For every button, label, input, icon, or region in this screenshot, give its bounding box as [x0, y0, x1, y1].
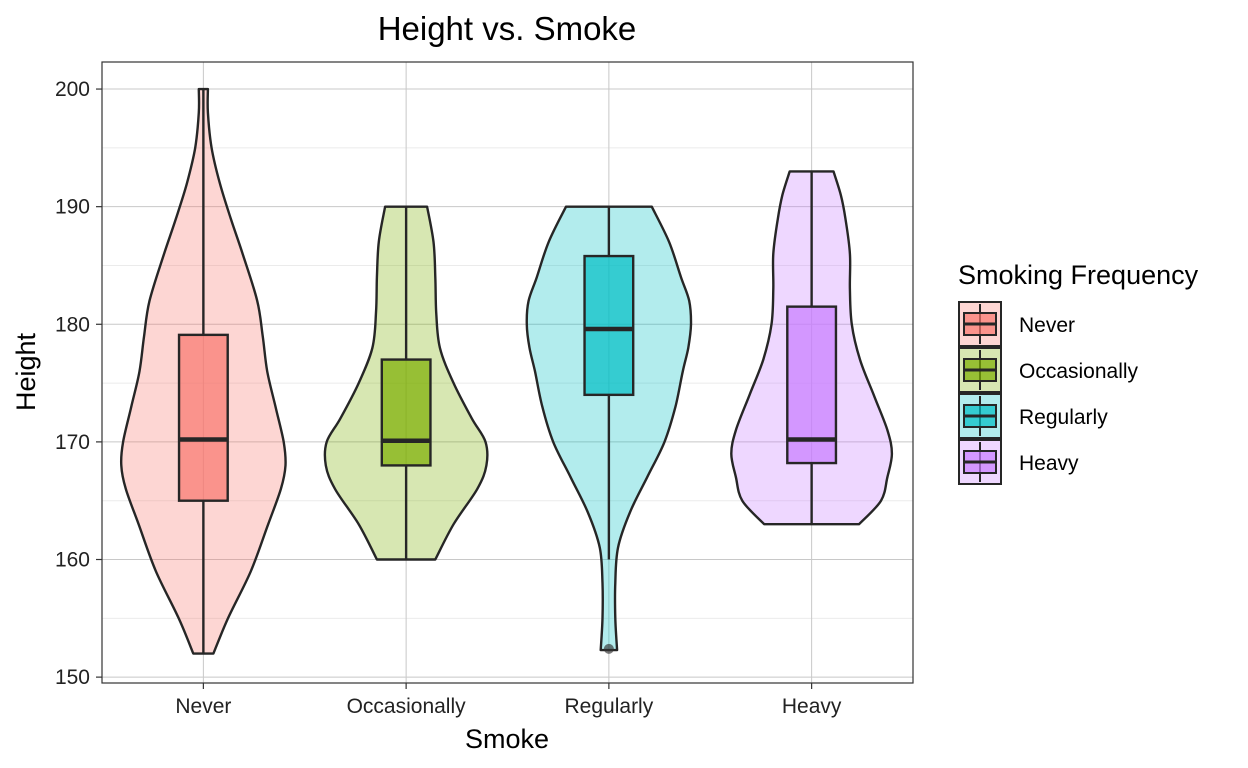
chart-title: Height vs. Smoke	[378, 10, 637, 47]
y-tick-label-200: 200	[55, 78, 90, 101]
legend-label-heavy: Heavy	[1019, 452, 1079, 475]
y-tick-label-150: 150	[55, 666, 90, 689]
plot-panel	[102, 62, 913, 683]
x-tick-label-occasionally: Occasionally	[347, 695, 467, 718]
x-axis: Never Occasionally Regularly Heavy	[175, 683, 842, 718]
y-tick-label-180: 180	[55, 313, 90, 336]
box-occasionally[interactable]	[380, 358, 432, 467]
y-axis: 150 160 170 180 190 200	[55, 78, 102, 689]
y-tick-label-160: 160	[55, 549, 90, 572]
y-axis-title: Height	[11, 332, 41, 411]
legend-title: Smoking Frequency	[958, 260, 1199, 290]
x-tick-label-regularly: Regularly	[565, 695, 654, 718]
outlier-regularly-0[interactable]	[603, 643, 614, 654]
legend-item-heavy[interactable]: Heavy	[958, 439, 1079, 485]
boxplot-layer	[177, 89, 838, 654]
box-never[interactable]	[177, 333, 229, 502]
x-axis-title: Smoke	[465, 724, 549, 754]
box-regularly[interactable]	[583, 254, 635, 397]
box-heavy[interactable]	[786, 305, 838, 465]
x-tick-label-heavy: Heavy	[782, 695, 842, 718]
legend-label-regularly: Regularly	[1019, 406, 1108, 429]
y-tick-label-170: 170	[55, 431, 90, 454]
legend[interactable]: Never Occasionally Regularly Heavy	[958, 301, 1139, 485]
legend-item-regularly[interactable]: Regularly	[958, 393, 1108, 439]
y-tick-label-190: 190	[55, 196, 90, 219]
legend-item-occasionally[interactable]: Occasionally	[958, 347, 1139, 393]
plot-panel-border	[101, 61, 914, 684]
legend-label-never: Never	[1019, 314, 1075, 337]
legend-label-occasionally: Occasionally	[1019, 360, 1139, 383]
x-tick-label-never: Never	[175, 695, 231, 718]
legend-item-never[interactable]: Never	[958, 301, 1075, 347]
